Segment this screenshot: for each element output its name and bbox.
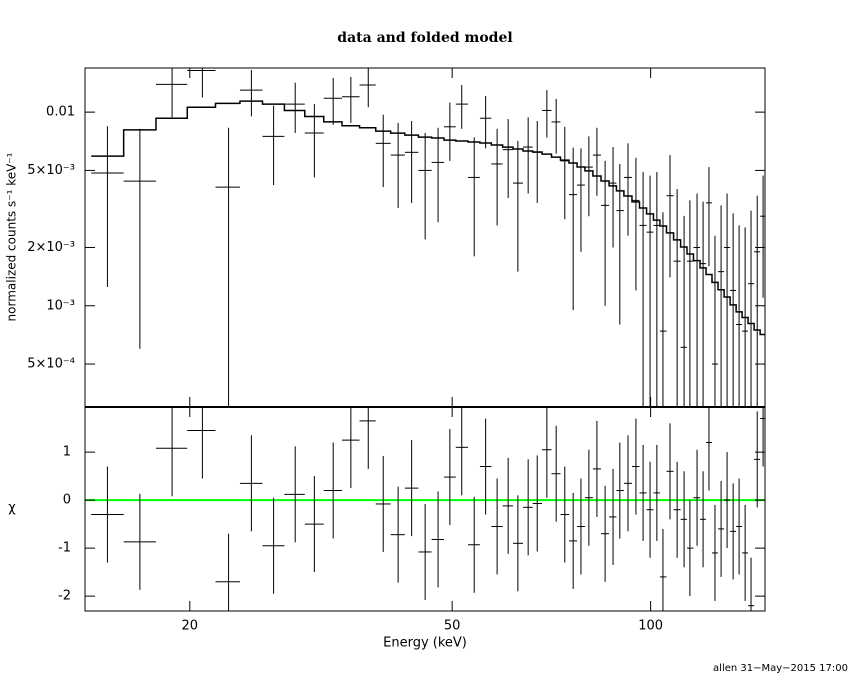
- top-plot: [91, 68, 765, 407]
- y-tick-label: 2×10⁻³: [27, 240, 75, 255]
- y-tick-label: -1: [58, 541, 71, 556]
- footer: allen 31−May−2015 17:00: [713, 663, 848, 674]
- y-tick-label: 1: [63, 445, 71, 460]
- model-line: [91, 100, 765, 336]
- y-tick-label: 5×10⁻⁴: [27, 357, 75, 372]
- chart-title: data and folded model: [337, 30, 512, 46]
- y-tick-label: -2: [58, 589, 71, 604]
- x-tick-label: 20: [182, 619, 199, 634]
- bottom-plot: [85, 407, 765, 611]
- x-tick-label: 50: [444, 619, 461, 634]
- axes: 0.01 5×10⁻³ 2×10⁻³ 10⁻³ 5×10⁻⁴ -2 -1 0 1 20 50 100: [27, 67, 766, 634]
- y-axis-label: χ: [8, 501, 16, 516]
- y-tick-label: 0.01: [46, 105, 75, 120]
- y-axis-label: normalized counts s⁻¹ keV⁻¹: [5, 152, 19, 321]
- y-tick-label: 0: [63, 493, 71, 508]
- x-axis-label: Energy (keV): [383, 636, 467, 651]
- y-tick-label: 10⁻³: [46, 298, 75, 313]
- y-tick-label: 5×10⁻³: [27, 163, 75, 178]
- x-tick-label: 100: [638, 619, 663, 634]
